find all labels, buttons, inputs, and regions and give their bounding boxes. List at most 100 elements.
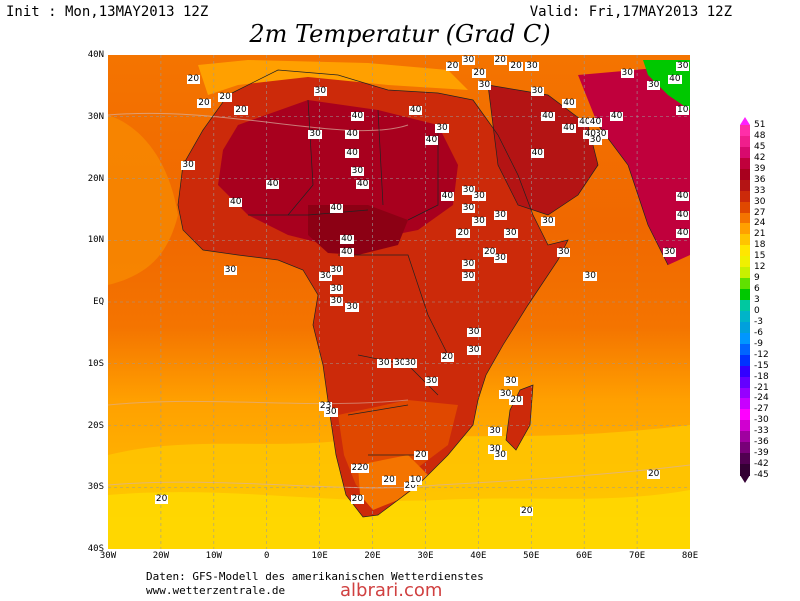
- map-title: 2m Temperatur (Grad C): [249, 20, 551, 48]
- legend-color-step: [740, 168, 750, 181]
- temperature-value-label: 30: [646, 79, 661, 90]
- temperature-value-label: 40: [266, 178, 280, 189]
- legend-color-step: [740, 135, 750, 148]
- legend-arrow-top: [740, 117, 750, 125]
- legend-color-step: [740, 179, 750, 192]
- legend-tick-label: -12: [754, 349, 769, 360]
- temperature-value-label: 30: [350, 166, 365, 177]
- temperature-value-label: 40: [676, 228, 690, 239]
- temperature-value-label: 30: [461, 258, 476, 269]
- legend-color-step: [740, 453, 750, 465]
- temperature-value-label: 30: [403, 357, 418, 368]
- legend-tick-label: 51: [754, 120, 766, 130]
- temperature-value-label: 30: [308, 129, 322, 140]
- temperature-value-label: 30: [493, 209, 507, 220]
- color-legend: [740, 125, 750, 476]
- temperature-value-label: 40: [676, 191, 690, 202]
- temperature-value-label: 20: [197, 98, 211, 109]
- temperature-value-label: 10: [408, 475, 423, 486]
- legend-tick-label: 3: [754, 295, 760, 305]
- temperature-value-label: 30: [329, 265, 343, 276]
- legend-tick-label: 39: [754, 163, 766, 174]
- temperature-value-label: 20: [472, 67, 486, 78]
- source-url[interactable]: www.wetterzentrale.de: [146, 584, 286, 597]
- legend-tick-label: -24: [754, 393, 769, 404]
- temperature-value-label: 30: [461, 271, 476, 282]
- temperature-value-label: 30: [461, 184, 476, 195]
- temperature-value-label: 30: [467, 345, 481, 356]
- temperature-value-label: 40: [228, 197, 243, 208]
- legend-tick-label: -6: [754, 327, 763, 338]
- legend-tick-label: 42: [754, 152, 766, 163]
- longitude-label: 50E: [523, 551, 540, 561]
- temperature-value-label: 20: [234, 104, 248, 115]
- legend-color-step: [740, 267, 750, 279]
- temperature-value-label: 40: [408, 104, 423, 115]
- temperature-value-label: 40: [530, 147, 545, 158]
- legend-color-step: [740, 201, 750, 213]
- temperature-value-label: 40: [345, 129, 359, 140]
- temperature-value-label: 30: [223, 265, 238, 276]
- legend-tick-label: -45: [754, 470, 769, 480]
- legend-color-step: [740, 431, 750, 443]
- temperature-value-label: 30: [329, 296, 343, 306]
- temperature-value-label: 20: [218, 92, 232, 103]
- legend-color-step: [740, 278, 750, 290]
- data-credit: Daten: GFS-Modell des amerikanischen Wet…: [146, 570, 484, 583]
- legend-tick-label: 12: [754, 262, 766, 273]
- legend-tick-label: -21: [754, 382, 769, 393]
- sahel-hot-core: [308, 205, 408, 255]
- legend-color-step: [740, 321, 750, 334]
- contour-line: [108, 399, 409, 406]
- legend-tick-label: 9: [754, 273, 760, 284]
- temperature-value-label: 20: [445, 61, 460, 72]
- legend-color-step: [740, 442, 750, 454]
- legend-tick-label: 18: [754, 240, 766, 251]
- temperature-value-label: 30: [461, 203, 476, 214]
- temperature-value-label: 40: [562, 123, 576, 134]
- temperature-value-label: 30: [313, 86, 328, 97]
- temperature-value-label: 30: [424, 376, 439, 387]
- legend-tick-label: 30: [754, 196, 766, 207]
- temperature-value-label: 30: [504, 228, 518, 239]
- temperature-value-label: 30: [493, 252, 507, 263]
- legend-tick-label: -18: [754, 371, 769, 382]
- temperature-value-label: 10: [676, 104, 690, 115]
- legend-tick-label: 0: [754, 305, 760, 316]
- longitude-label: 10W: [205, 551, 222, 561]
- temperature-value-label: 20: [456, 228, 470, 239]
- temperature-value-label: 30: [329, 283, 343, 294]
- temperature-value-label: 30: [498, 388, 513, 399]
- legend-color-step: [740, 223, 750, 235]
- init-time: Init : Mon,13MAY2013 12Z: [6, 4, 209, 20]
- contour-line: [108, 464, 690, 489]
- temperature-value-label: 30: [435, 123, 449, 134]
- temperature-value-label: 30: [345, 302, 359, 313]
- legend-tick-label: -3: [754, 316, 763, 327]
- legend-tick-label: 15: [754, 251, 766, 262]
- temperature-value-label: 20: [493, 55, 507, 66]
- temperature-value-label: 40: [588, 116, 603, 127]
- legend-color-step: [740, 365, 750, 378]
- legend-color-step: [740, 245, 750, 257]
- legend-color-step: [740, 409, 750, 421]
- legend-color-step: [740, 190, 750, 203]
- legend-color-step: [740, 398, 750, 410]
- longitude-label: 30W: [99, 551, 117, 561]
- madagascar: [506, 385, 533, 450]
- legend-color-step: [740, 146, 750, 159]
- mediterranean-sea: [198, 60, 468, 95]
- longitude-label: 60E: [576, 551, 593, 561]
- temperature-value-label: 40: [329, 203, 343, 214]
- legend-color-step: [740, 376, 750, 388]
- legend-tick-label: 36: [754, 174, 766, 185]
- temperature-value-label: 30: [393, 357, 407, 368]
- valid-time: Valid: Fri,17MAY2013 12Z: [529, 4, 732, 20]
- latitude-label: 20N: [87, 173, 104, 184]
- contour-line: [108, 112, 409, 132]
- temperature-value-label: 30: [588, 135, 603, 146]
- temperature-value-label: 40: [668, 73, 682, 84]
- temperature-value-label: 20: [440, 351, 455, 362]
- legend-color-step: [740, 234, 750, 246]
- temperature-value-label: 30: [525, 61, 539, 72]
